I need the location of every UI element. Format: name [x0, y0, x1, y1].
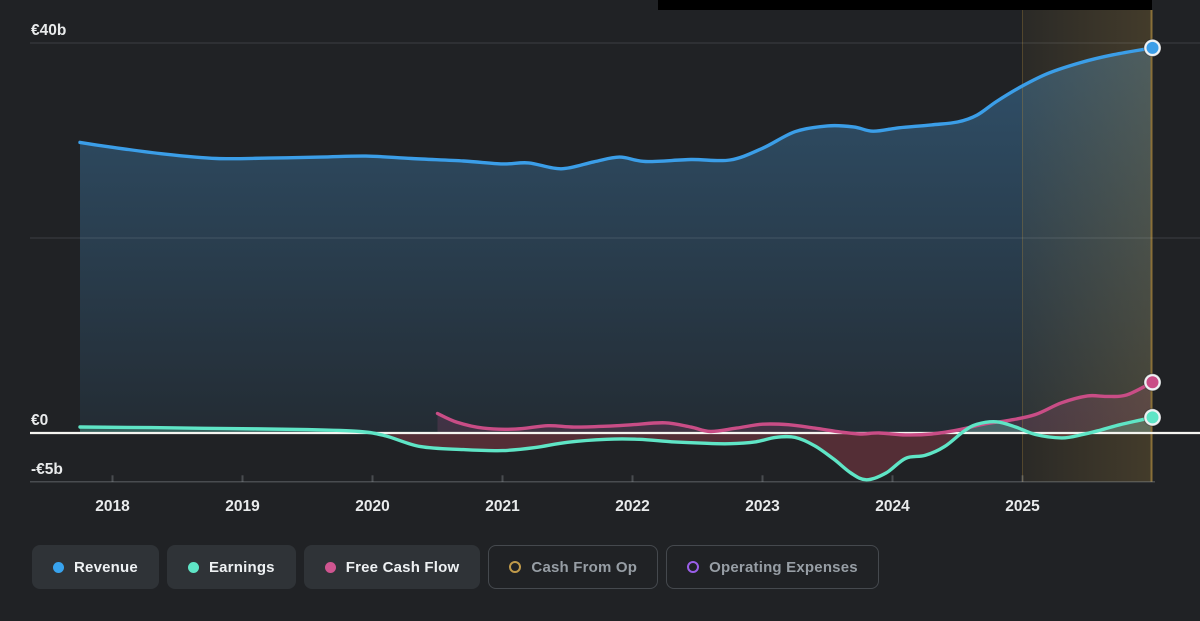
legend-label: Cash From Op [531, 559, 637, 576]
financials-chart-panel: 2018 2019 2020 2021 2022 2023 2024 2025 €40b €0 -€… [0, 0, 1200, 621]
y-axis-label: €0 [31, 412, 48, 429]
legend-label: Operating Expenses [709, 559, 858, 576]
legend-label: Earnings [209, 559, 275, 576]
financials-chart[interactable]: 2018 2019 2020 2021 2022 2023 2024 2025 €40b €0 -€… [0, 0, 1200, 530]
x-tick-label: 2021 [485, 498, 520, 515]
x-tick-label: 2022 [615, 498, 649, 515]
y-axis-label: -€5b [31, 461, 63, 478]
x-tick-label: 2024 [875, 498, 910, 515]
legend-item-earnings[interactable]: Earnings [167, 545, 296, 589]
legend-label: Free Cash Flow [346, 559, 460, 576]
cash-from-op-ring-icon [509, 561, 521, 573]
earnings-dot-icon [188, 562, 199, 573]
legend-item-free-cash-flow[interactable]: Free Cash Flow [304, 545, 481, 589]
revenue-dot-icon [53, 562, 64, 573]
x-tick-label: 2019 [225, 498, 260, 515]
operating-expenses-ring-icon [687, 561, 699, 573]
legend: Revenue Earnings Free Cash Flow Cash Fro… [32, 545, 879, 589]
x-tick-label: 2018 [95, 498, 130, 515]
legend-label: Revenue [74, 559, 138, 576]
x-tick-label: 2023 [745, 498, 780, 515]
legend-item-revenue[interactable]: Revenue [32, 545, 159, 589]
legend-item-cash-from-op[interactable]: Cash From Op [488, 545, 658, 589]
x-tick-label: 2020 [355, 498, 389, 515]
y-axis-label: €40b [31, 22, 66, 39]
legend-item-operating-expenses[interactable]: Operating Expenses [666, 545, 879, 589]
free-cash-flow-dot-icon [325, 562, 336, 573]
x-tick-label: 2025 [1005, 498, 1040, 515]
